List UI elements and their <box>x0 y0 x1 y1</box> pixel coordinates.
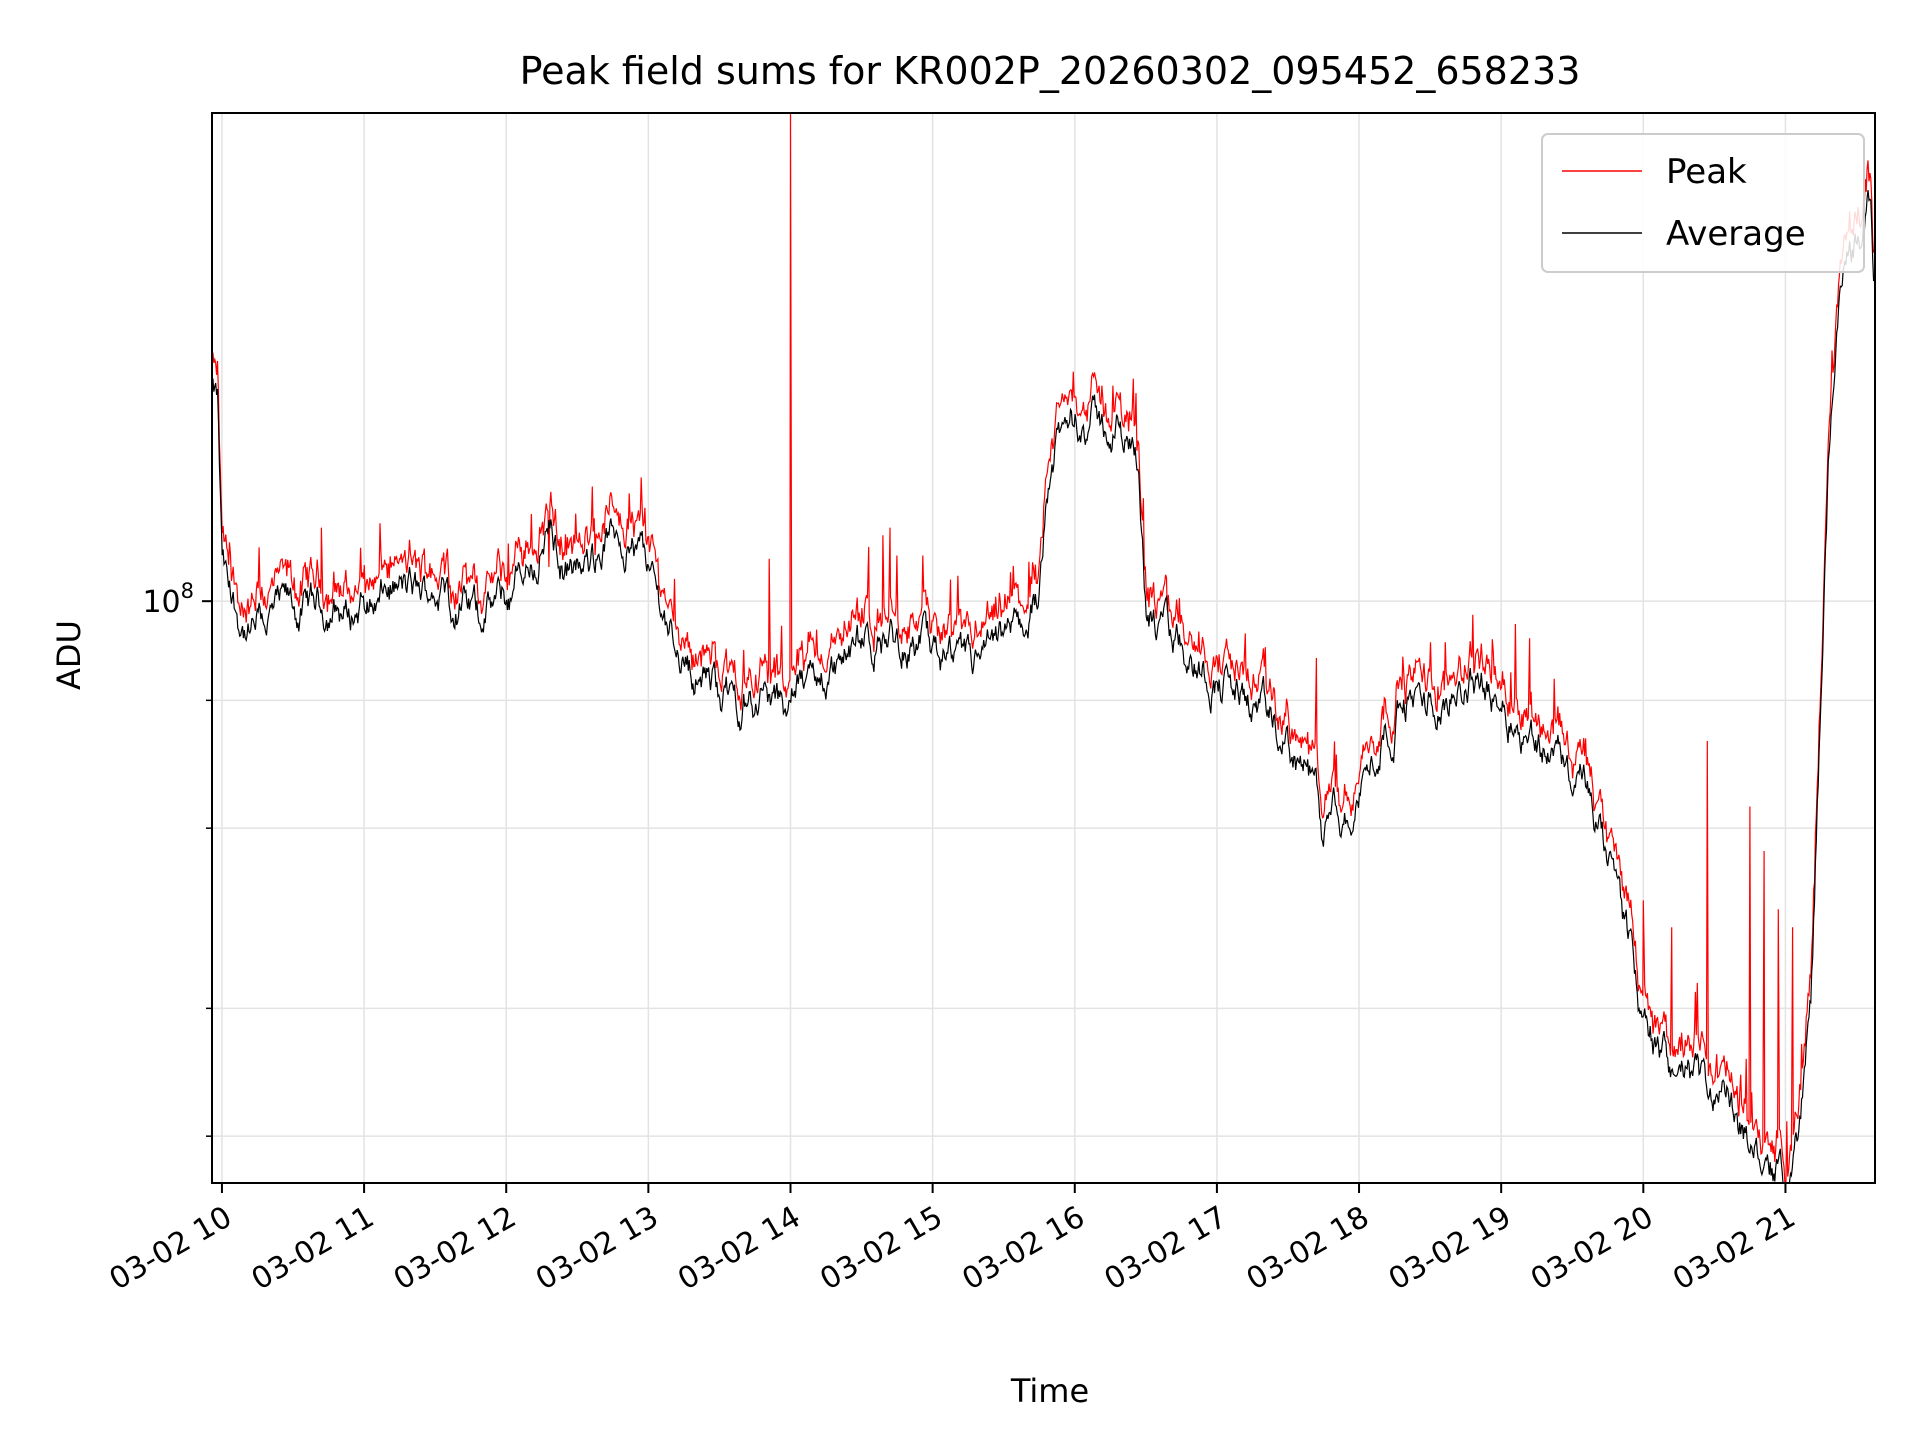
legend-box <box>1541 133 1865 273</box>
chart-title: Peak field sums for KR002P_20260302_0954… <box>520 49 1581 93</box>
plot-frame <box>211 112 1876 1184</box>
y-axis-label: ADU <box>50 620 88 690</box>
grid <box>212 113 1875 1183</box>
series-average-line <box>212 190 1875 1183</box>
legend: Peak Average <box>1541 133 1865 273</box>
legend-peak-label: Peak <box>1666 152 1747 192</box>
y-axis: 108 <box>142 579 212 1137</box>
series-peak-line <box>212 113 1875 1183</box>
y-tick-label: 108 <box>142 579 194 620</box>
x-axis-label: Time <box>1010 1372 1089 1410</box>
plot-area <box>212 113 1875 1183</box>
legend-average-label: Average <box>1666 214 1806 254</box>
